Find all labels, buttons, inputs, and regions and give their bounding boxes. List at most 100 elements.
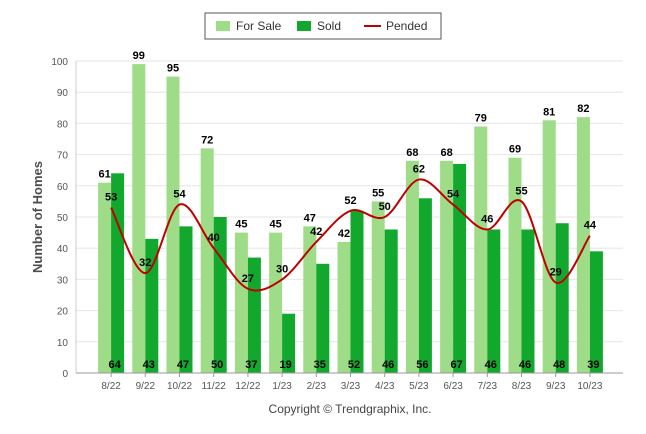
y-tick-label: 90 (57, 88, 69, 99)
x-tick-label: 12/22 (235, 381, 260, 392)
y-tick-label: 20 (57, 307, 69, 318)
x-tick-label: 10/23 (577, 381, 602, 392)
label-pended: 30 (276, 263, 288, 275)
legend: For Sale Sold Pended (204, 12, 442, 40)
label-pended: 50 (379, 201, 391, 213)
label-sold: 46 (519, 359, 531, 371)
label-for-sale: 45 (235, 219, 247, 231)
bar-sold (453, 163, 467, 373)
label-pended: 54 (447, 189, 460, 201)
label-sold: 67 (450, 359, 462, 371)
label-for-sale: 82 (577, 103, 589, 115)
legend-box (204, 12, 442, 40)
x-tick-label: 8/22 (101, 381, 121, 392)
bar-sold (247, 257, 261, 373)
label-for-sale: 47 (304, 212, 316, 224)
y-tick-label: 50 (57, 213, 69, 224)
bar-for-sale (508, 157, 522, 373)
legend-label-pended: Pended (386, 19, 427, 33)
label-for-sale: 81 (543, 106, 555, 118)
x-tick-label: 2/23 (307, 381, 327, 392)
label-sold: 46 (485, 359, 497, 371)
label-for-sale: 45 (269, 219, 281, 231)
label-pended: 55 (515, 185, 527, 197)
legend-label-sold: Sold (317, 19, 341, 33)
x-tick-label: 9/23 (546, 381, 566, 392)
label-for-sale: 79 (475, 113, 487, 125)
label-pended: 27 (242, 273, 254, 285)
label-sold: 52 (348, 359, 360, 371)
x-tick-label: 7/23 (478, 381, 498, 392)
y-axis-title: Number of Homes (30, 161, 45, 273)
legend-label-for-sale: For Sale (236, 19, 282, 33)
bar-sold (179, 226, 193, 373)
y-tick-label: 10 (57, 338, 69, 349)
x-tick-label: 9/22 (136, 381, 156, 392)
label-for-sale: 95 (167, 63, 179, 75)
x-tick-label: 4/23 (375, 381, 395, 392)
label-sold: 64 (108, 359, 121, 371)
y-tick-label: 100 (51, 57, 68, 68)
y-tick-label: 70 (57, 151, 69, 162)
bar-for-sale (405, 160, 419, 373)
legend-swatch-sold (297, 21, 311, 31)
label-for-sale: 68 (440, 147, 452, 159)
bar-for-sale (303, 226, 317, 373)
label-for-sale: 99 (133, 50, 145, 62)
bar-for-sale (132, 64, 146, 374)
label-sold: 56 (416, 359, 428, 371)
bar-for-sale (234, 232, 248, 373)
bar-sold (555, 223, 569, 373)
bar-for-sale (440, 160, 454, 373)
label-sold: 46 (382, 359, 394, 371)
x-tick-label: 3/23 (341, 381, 361, 392)
label-pended: 42 (310, 226, 322, 238)
label-pended: 46 (481, 213, 493, 225)
label-for-sale: 69 (509, 144, 521, 156)
label-pended: 32 (139, 257, 151, 269)
bar-sold (350, 210, 364, 373)
legend-swatch-for-sale (216, 21, 230, 31)
label-pended: 44 (584, 220, 597, 232)
label-sold: 50 (211, 359, 223, 371)
pended-line-path (110, 178, 591, 292)
label-sold: 47 (177, 359, 189, 371)
bar-for-sale (200, 148, 214, 373)
label-for-sale: 68 (406, 147, 418, 159)
bar-sold (316, 263, 330, 373)
axes: 0 10 20 30 40 50 60 70 80 90 100 8/22 9/22 10/22 11/22… (51, 57, 623, 392)
bar-for-sale (269, 232, 283, 373)
bars (98, 64, 603, 374)
bar-for-sale (474, 126, 488, 374)
x-tick-label: 8/23 (512, 381, 532, 392)
label-for-sale: 61 (98, 169, 110, 181)
bar-for-sale (337, 241, 351, 373)
y-tick-label: 80 (57, 119, 69, 130)
label-for-sale: 55 (372, 187, 384, 199)
pended-line (110, 178, 591, 292)
label-pended: 29 (550, 267, 562, 279)
bar-for-sale (542, 120, 556, 373)
label-sold: 37 (245, 359, 257, 371)
y-tick-label: 60 (57, 182, 69, 193)
label-for-sale: 72 (201, 134, 213, 146)
bar-for-sale (576, 117, 590, 373)
label-sold: 19 (279, 359, 291, 371)
bar-sold (213, 217, 227, 373)
label-pended: 54 (173, 189, 186, 201)
bar-sold (589, 251, 603, 373)
bar-sold (521, 229, 535, 373)
x-tick-label: 6/23 (443, 381, 463, 392)
label-sold: 35 (314, 359, 326, 371)
label-pended: 53 (105, 192, 117, 204)
label-sold: 48 (553, 359, 565, 371)
value-labels: 61 99 95 72 45 45 47 42 55 68 68 79 69 81 82 64 43 47 50 37… (98, 50, 599, 371)
x-tick-label: 1/23 (272, 381, 292, 392)
bar-sold (111, 173, 125, 373)
x-tick-label: 5/23 (409, 381, 429, 392)
bar-for-sale (371, 201, 385, 373)
bar-sold (418, 198, 432, 373)
y-tick-label: 40 (57, 244, 69, 255)
label-pended: 40 (208, 232, 220, 244)
